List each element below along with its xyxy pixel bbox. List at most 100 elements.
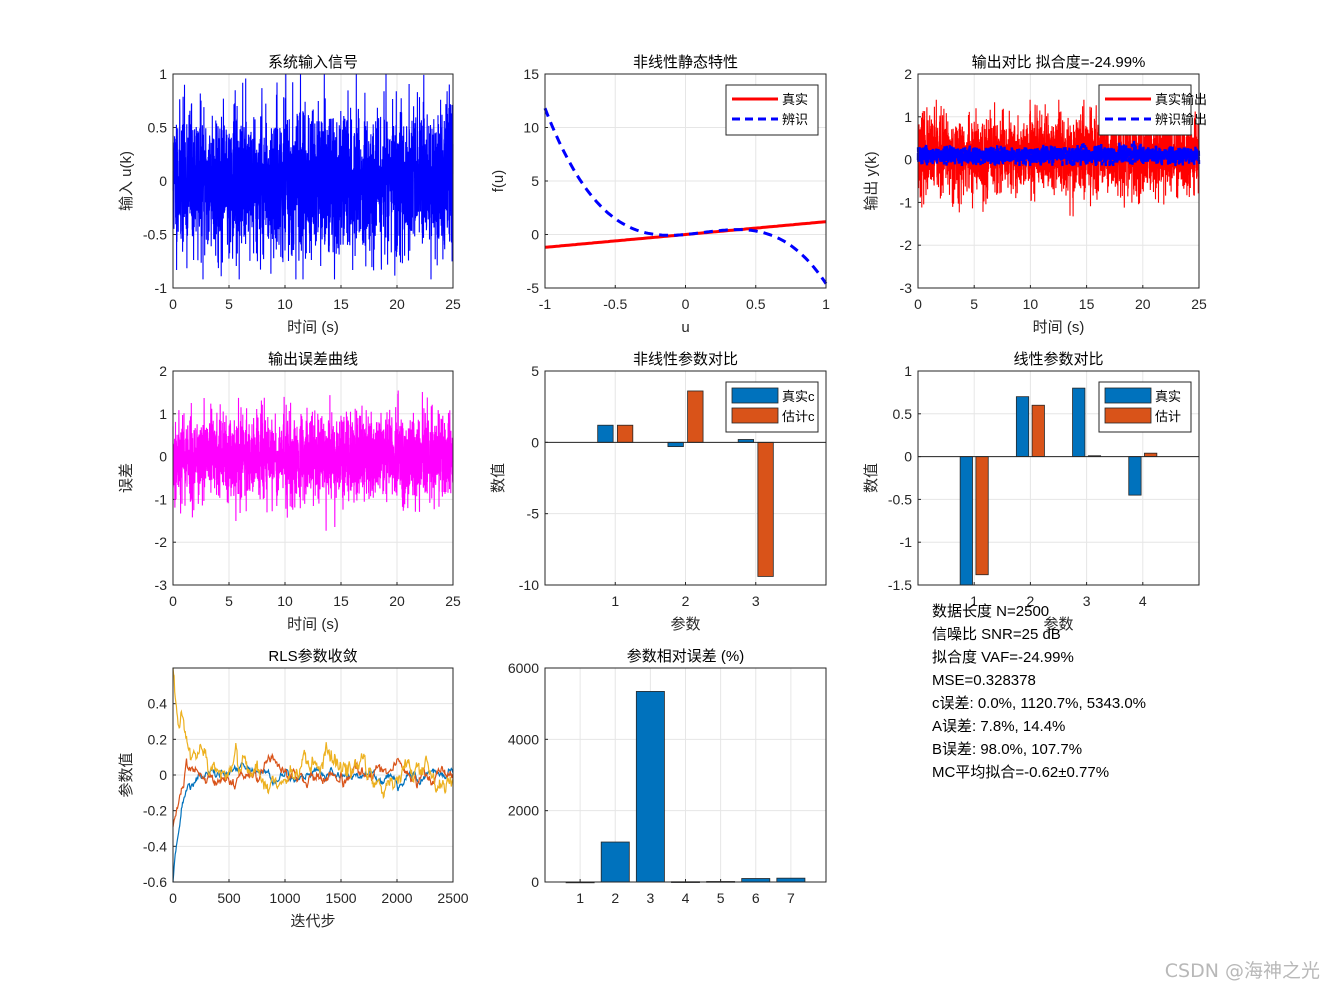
x-tick-label: 500 xyxy=(217,890,241,906)
y-tick-label: -0.6 xyxy=(143,874,167,890)
legend-label: 辨识输出 xyxy=(1155,112,1207,127)
y-tick-label: 2000 xyxy=(508,803,539,819)
y-tick-label: -5 xyxy=(527,506,540,522)
y-tick-label: 0 xyxy=(159,449,167,465)
x-tick-label: 25 xyxy=(445,593,461,609)
legend-swatch xyxy=(1104,387,1152,404)
chart-title: 非线性参数对比 xyxy=(633,351,738,368)
x-tick-label: 10 xyxy=(1023,296,1039,312)
info-line: 信噪比 SNR=25 dB xyxy=(932,626,1061,643)
legend-swatch xyxy=(1104,407,1152,424)
y-tick-label: -1 xyxy=(900,194,913,210)
axes-box xyxy=(544,73,827,289)
x-axis-label: u xyxy=(681,319,689,336)
y-tick-label: -0.5 xyxy=(143,227,167,243)
x-tick-label: 2 xyxy=(1027,593,1035,609)
bar xyxy=(776,877,806,883)
bar xyxy=(1128,456,1142,496)
y-tick-label: 0 xyxy=(531,227,539,243)
series-line xyxy=(172,73,454,280)
x-tick-label: 25 xyxy=(445,296,461,312)
y-tick-label: -5 xyxy=(527,280,540,296)
x-tick-label: 20 xyxy=(1135,296,1151,312)
info-line: 数据长度 N=2500 xyxy=(932,603,1050,620)
y-axis-label: 输入 u(k) xyxy=(118,151,135,211)
x-tick-label: 20 xyxy=(389,593,405,609)
y-tick-label: 1 xyxy=(904,109,912,125)
y-axis-label: 数值 xyxy=(490,463,507,493)
y-tick-label: 0.5 xyxy=(893,406,913,422)
y-tick-label: 5 xyxy=(531,173,539,189)
y-tick-label: 0 xyxy=(531,434,539,450)
bar xyxy=(635,691,665,883)
axes-box xyxy=(172,73,454,289)
y-tick-label: -1 xyxy=(155,280,168,296)
legend-label: 真实 xyxy=(782,92,808,107)
x-tick-label: 3 xyxy=(1083,593,1091,609)
x-tick-label: 1500 xyxy=(325,890,356,906)
x-tick-label: 4 xyxy=(1139,593,1147,609)
legend-box xyxy=(725,84,819,136)
x-tick-label: -0.5 xyxy=(603,296,627,312)
y-tick-label: 1 xyxy=(904,363,912,379)
x-tick-label: 10 xyxy=(277,593,293,609)
y-tick-label: 0 xyxy=(531,874,539,890)
y-tick-label: 1 xyxy=(159,66,167,82)
x-tick-label: 1 xyxy=(611,593,619,609)
legend-label: 真实 xyxy=(1155,389,1181,404)
legend: 真实c 估计c xyxy=(725,381,819,433)
chart-relerr: 0 2000 4000 6000 1 2 3 4 5 6 7 参数相对误差 (%) xyxy=(508,648,827,906)
bar xyxy=(1072,387,1086,457)
bar xyxy=(959,456,973,586)
legend-swatch xyxy=(731,387,779,404)
info-line: MSE=0.328378 xyxy=(932,672,1036,689)
bar xyxy=(687,390,704,443)
x-tick-label: 2 xyxy=(611,890,619,906)
y-tick-label: -10 xyxy=(519,577,539,593)
legend-box xyxy=(1098,84,1192,136)
x-tick-label: 2000 xyxy=(381,890,412,906)
x-tick-label: 0 xyxy=(169,593,177,609)
y-axis-label: f(u) xyxy=(490,170,507,193)
x-tick-label: -1 xyxy=(539,296,552,312)
y-tick-label: 0 xyxy=(159,767,167,783)
x-tick-label: 15 xyxy=(333,593,349,609)
x-tick-label: 0 xyxy=(914,296,922,312)
chart-rls: -0.6 -0.4 -0.2 0 0.2 0.4 0 500 1000 1500 2000 2500 R… xyxy=(118,648,469,930)
x-axis-label: 迭代步 xyxy=(290,913,335,930)
info-line: MC平均拟合=-0.62±0.77% xyxy=(932,764,1110,781)
x-tick-label: 7 xyxy=(787,890,795,906)
y-tick-label: 1 xyxy=(159,406,167,422)
y-tick-label: -2 xyxy=(155,534,168,550)
y-tick-label: -0.2 xyxy=(143,803,167,819)
x-tick-label: 0.5 xyxy=(746,296,766,312)
x-tick-label: 0 xyxy=(169,890,177,906)
x-tick-label: 5 xyxy=(225,296,233,312)
axes-box xyxy=(544,370,827,586)
x-tick-label: 6 xyxy=(752,890,760,906)
y-tick-label: 0 xyxy=(904,152,912,168)
bar xyxy=(667,441,684,448)
chart-title: 输出对比 拟合度=-24.99% xyxy=(972,54,1146,71)
y-tick-label: -0.4 xyxy=(143,838,167,854)
legend-label: 辨识 xyxy=(782,112,808,127)
legend-label: 真实c xyxy=(782,389,815,404)
x-axis-label: 时间 (s) xyxy=(287,616,339,633)
y-axis-label: 误差 xyxy=(118,463,135,493)
y-tick-label: 0 xyxy=(904,449,912,465)
y-tick-label: -3 xyxy=(900,280,913,296)
y-tick-label: 15 xyxy=(523,66,539,82)
legend-label: 真实输出 xyxy=(1155,92,1207,107)
x-tick-label: 5 xyxy=(970,296,978,312)
x-axis-label: 时间 (s) xyxy=(287,319,339,336)
x-tick-label: 5 xyxy=(717,890,725,906)
info-line: A误差: 7.8%, 14.4% xyxy=(932,718,1066,735)
y-tick-label: 0.5 xyxy=(148,120,168,136)
series-line xyxy=(172,667,454,800)
